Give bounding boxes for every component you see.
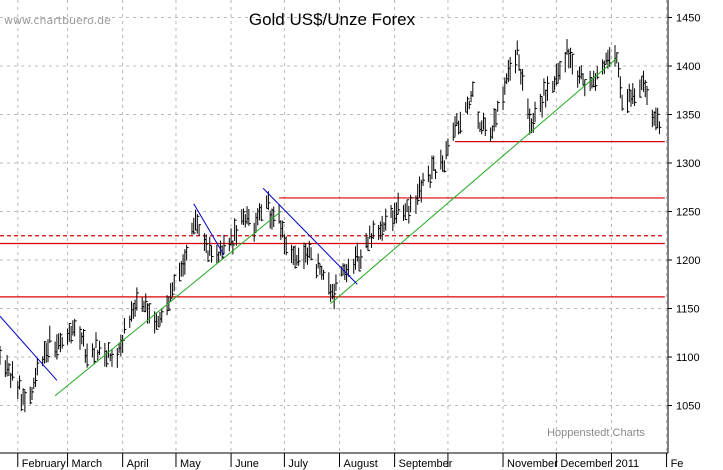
x-tick-label: 2011: [615, 458, 639, 470]
x-tick-label: Fe: [671, 458, 684, 470]
y-tick-label: 1150: [676, 304, 700, 316]
trend-lines: [0, 57, 618, 397]
watermark: www.chartbuero.de: [4, 14, 111, 27]
chart-title: Gold US$/Unze Forex: [249, 10, 416, 29]
y-tick-label: 1200: [676, 255, 700, 267]
y-tick-label: 1400: [676, 61, 700, 73]
credit: Hoppenstedt Charts: [547, 427, 645, 439]
trend-line: [193, 203, 225, 256]
x-tick-label: September: [399, 458, 453, 470]
x-tick-label: April: [127, 458, 149, 470]
y-tick-label: 1350: [676, 110, 700, 122]
x-tick-label: August: [344, 458, 378, 470]
trend-line: [330, 57, 618, 305]
x-tick-label: May: [180, 458, 201, 470]
x-tick-label: June: [235, 458, 259, 470]
x-tick-label: July: [288, 458, 308, 470]
y-tick-label: 1300: [676, 158, 700, 170]
x-tick-label: December: [560, 458, 611, 470]
y-tick-label: 1250: [676, 207, 700, 219]
y-tick-label: 1450: [676, 13, 700, 25]
x-tick-label: November: [507, 458, 558, 470]
trend-line: [0, 315, 58, 381]
x-tick-label: February: [22, 458, 67, 470]
trend-line: [262, 187, 358, 285]
y-tick-label: 1050: [676, 401, 700, 413]
price-bars: [0, 39, 662, 413]
axes: 1050 1100 1150 1200 1250 1300 1350 1400 1450 Febr…: [0, 0, 700, 470]
gridlines: [0, 0, 668, 453]
y-tick-label: 1100: [676, 352, 700, 364]
trend-line: [54, 211, 282, 397]
x-tick-label: March: [72, 458, 103, 470]
